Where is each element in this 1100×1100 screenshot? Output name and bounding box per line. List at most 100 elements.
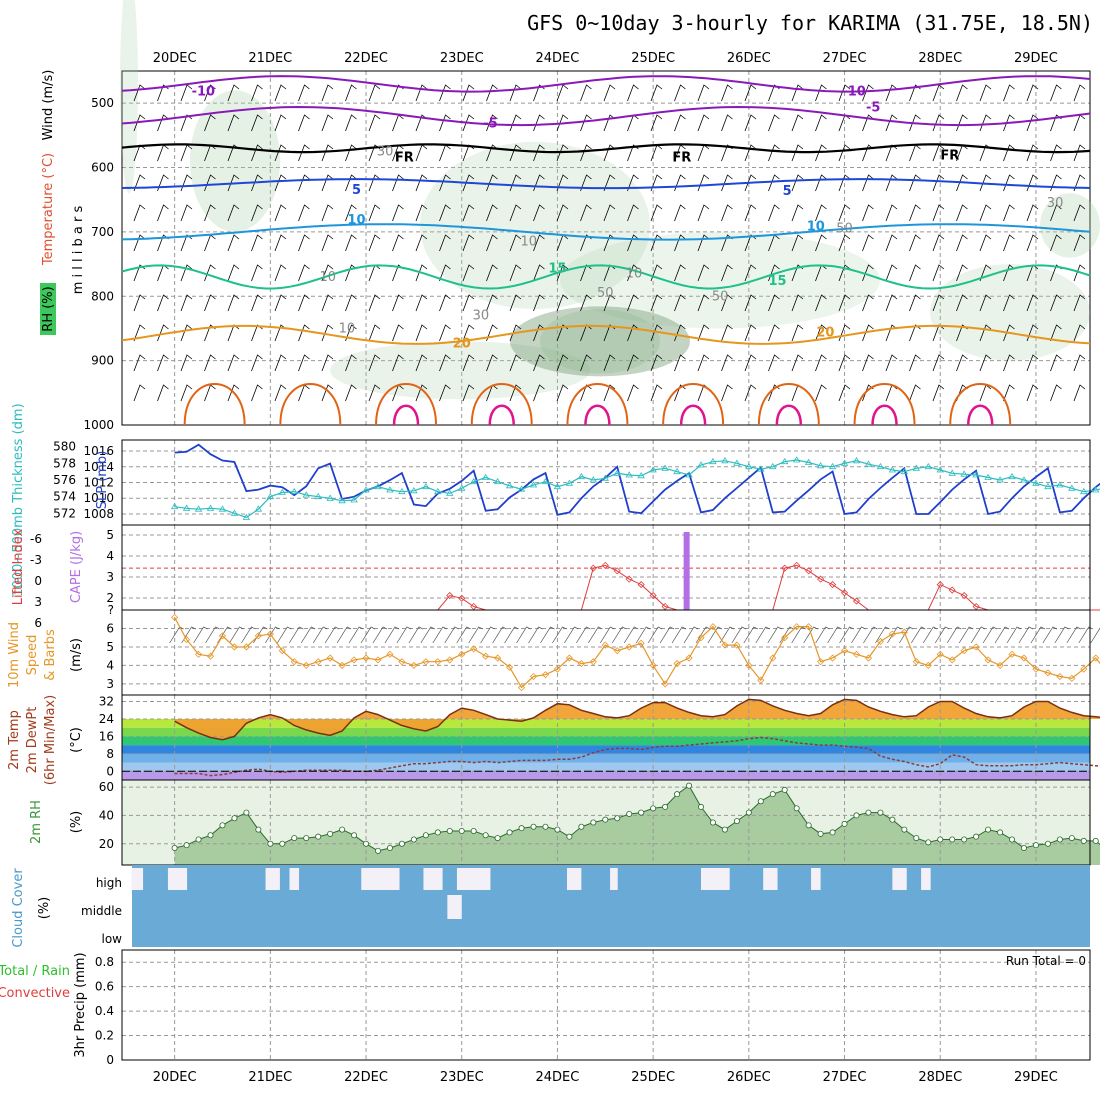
cape-tick-label: 2: [106, 591, 114, 605]
wind-barb: [462, 174, 475, 192]
wind-barb: [509, 84, 522, 102]
wind-barb: [580, 204, 592, 222]
wind-barb: [392, 174, 404, 192]
rh-contour-label: 10: [626, 267, 643, 282]
wind-barb: [415, 294, 428, 312]
wind10-barb: [1042, 626, 1058, 644]
rh-marker: [470, 828, 477, 835]
temp-tick-label: 8: [106, 747, 114, 761]
thickness-marker: [278, 488, 287, 495]
thickness-marker: [517, 485, 526, 492]
wind-barb: [439, 114, 451, 132]
wind-barb: [979, 114, 992, 132]
wind-barb: [768, 294, 780, 312]
rh-marker: [1056, 836, 1063, 843]
wind-barb: [345, 234, 357, 252]
wind-barb: [462, 324, 475, 342]
thickness-marker: [685, 471, 693, 478]
rh-marker: [1009, 836, 1016, 843]
wind-barb: [1050, 384, 1062, 402]
thickness-marker: [290, 487, 298, 495]
wind-barb: [133, 294, 146, 312]
wind-barb: [180, 234, 193, 252]
thickness-marker: [398, 487, 406, 495]
wind-barb: [368, 174, 381, 192]
rh-marker: [363, 840, 370, 847]
wind-barb: [180, 114, 193, 132]
wind-barb: [909, 234, 921, 252]
wind-barb: [298, 84, 310, 102]
ua-tick-label: 800: [91, 289, 114, 303]
wind10-marker: [649, 661, 657, 670]
wind-barb: [674, 84, 686, 102]
cloud-level-label: low: [102, 932, 123, 946]
wind10-barb: [875, 626, 890, 644]
li-marker: [601, 561, 609, 569]
wind-barb: [697, 144, 710, 162]
wind10-barb: [922, 626, 938, 644]
wind-barb: [157, 84, 169, 102]
thickness-marker: [709, 457, 717, 465]
wind-barb: [744, 294, 757, 312]
wind-barb: [1073, 384, 1086, 402]
wind10-tick-label: 4: [106, 658, 114, 672]
wind10-marker: [817, 658, 825, 666]
li-marker: [960, 591, 968, 600]
wind-barb: [697, 204, 710, 222]
wind10-barb: [396, 626, 412, 644]
date-bottom-label: 21DEC: [248, 1070, 292, 1085]
wind-barb: [791, 174, 804, 192]
rh-marker: [721, 826, 728, 833]
wind-barb: [1003, 114, 1015, 132]
wind-barb: [368, 114, 381, 132]
wind-barb: [556, 264, 569, 282]
wind10-barb: [755, 626, 770, 644]
wind-barb: [251, 144, 263, 162]
wind10-marker: [458, 650, 466, 658]
thickness-tick-label: 574: [53, 490, 76, 504]
wind10-marker: [1032, 665, 1040, 673]
rh-marker: [255, 826, 262, 833]
wind-barb: [627, 294, 639, 312]
wind-barb: [862, 204, 874, 222]
temp2m-panel: 0 8 16 24 32 2m Temp 2m DewPt (6hr Min/Max) (°C): [7, 694, 1100, 785]
rh-marker: [745, 809, 752, 816]
thickness-marker: [553, 482, 562, 490]
wind-barb: [462, 384, 475, 402]
wind-barb: [556, 174, 569, 192]
thickness-marker: [661, 464, 669, 471]
rh-marker: [1068, 835, 1075, 842]
cape-bar: [683, 532, 690, 610]
wind10-barb: [348, 626, 364, 644]
thickness-marker: [852, 457, 861, 464]
wind-barb: [321, 114, 334, 132]
rh-marker: [913, 835, 920, 842]
wind-barb: [274, 354, 287, 372]
wind10-marker: [553, 665, 562, 673]
wind10-barb: [492, 626, 507, 644]
wind10-marker: [422, 658, 430, 666]
wind-barb: [298, 114, 310, 132]
thickness-marker: [924, 462, 932, 470]
wind-barb: [462, 264, 475, 282]
wind-barb: [956, 264, 968, 282]
wind10-barb: [1054, 626, 1070, 644]
wind-barb: [180, 264, 193, 282]
wind-barb: [650, 384, 663, 402]
wind10-marker: [852, 650, 861, 658]
rh-marker: [877, 809, 884, 816]
rh-contour-label: 50: [597, 286, 614, 301]
rh-marker: [566, 833, 573, 840]
date-bottom-label: 28DEC: [918, 1070, 962, 1085]
wind10-marker: [183, 635, 191, 644]
wind10-barb: [958, 626, 974, 644]
wind10-barb: [408, 626, 424, 644]
wind-barb: [862, 234, 874, 252]
isotherm-loop: [949, 382, 1012, 426]
thickness-tick-label: 576: [53, 473, 76, 487]
wind10-marker: [733, 641, 741, 649]
rh-marker: [279, 840, 286, 847]
li-marker: [840, 589, 849, 597]
ua-tick-label: 700: [91, 225, 114, 239]
cloud-high-gap: [167, 868, 188, 890]
